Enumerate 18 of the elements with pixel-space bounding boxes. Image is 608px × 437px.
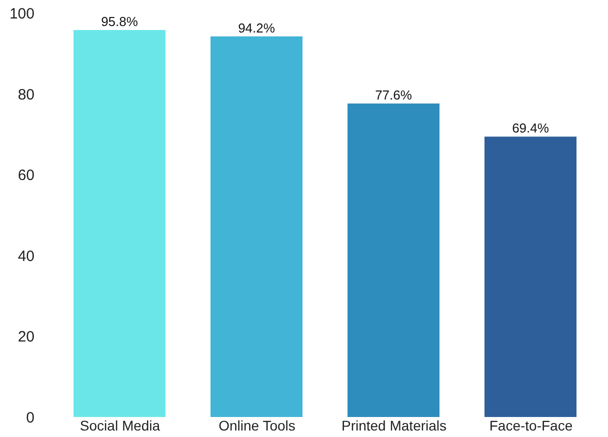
x-tick-label: Online Tools xyxy=(218,418,296,434)
bar xyxy=(348,103,440,417)
data-label: 77.6% xyxy=(375,87,412,102)
y-tick-label: 60 xyxy=(18,167,34,184)
x-tick-label: Printed Materials xyxy=(341,418,447,434)
y-tick-label: 0 xyxy=(26,410,34,426)
y-tick-label: 40 xyxy=(18,248,34,265)
bar xyxy=(74,30,166,417)
y-tick-label: 20 xyxy=(18,328,34,346)
bar xyxy=(210,36,302,417)
bar xyxy=(484,136,576,417)
data-label: 94.2% xyxy=(238,20,276,36)
data-label: 95.8% xyxy=(101,14,138,29)
x-tick-label: Face-to-Face xyxy=(489,418,573,434)
y-tick-label: 100 xyxy=(9,6,34,22)
x-tick-label: Social Media xyxy=(80,418,160,434)
data-label: 69.4% xyxy=(512,120,550,136)
y-tick-label: 80 xyxy=(18,86,34,104)
